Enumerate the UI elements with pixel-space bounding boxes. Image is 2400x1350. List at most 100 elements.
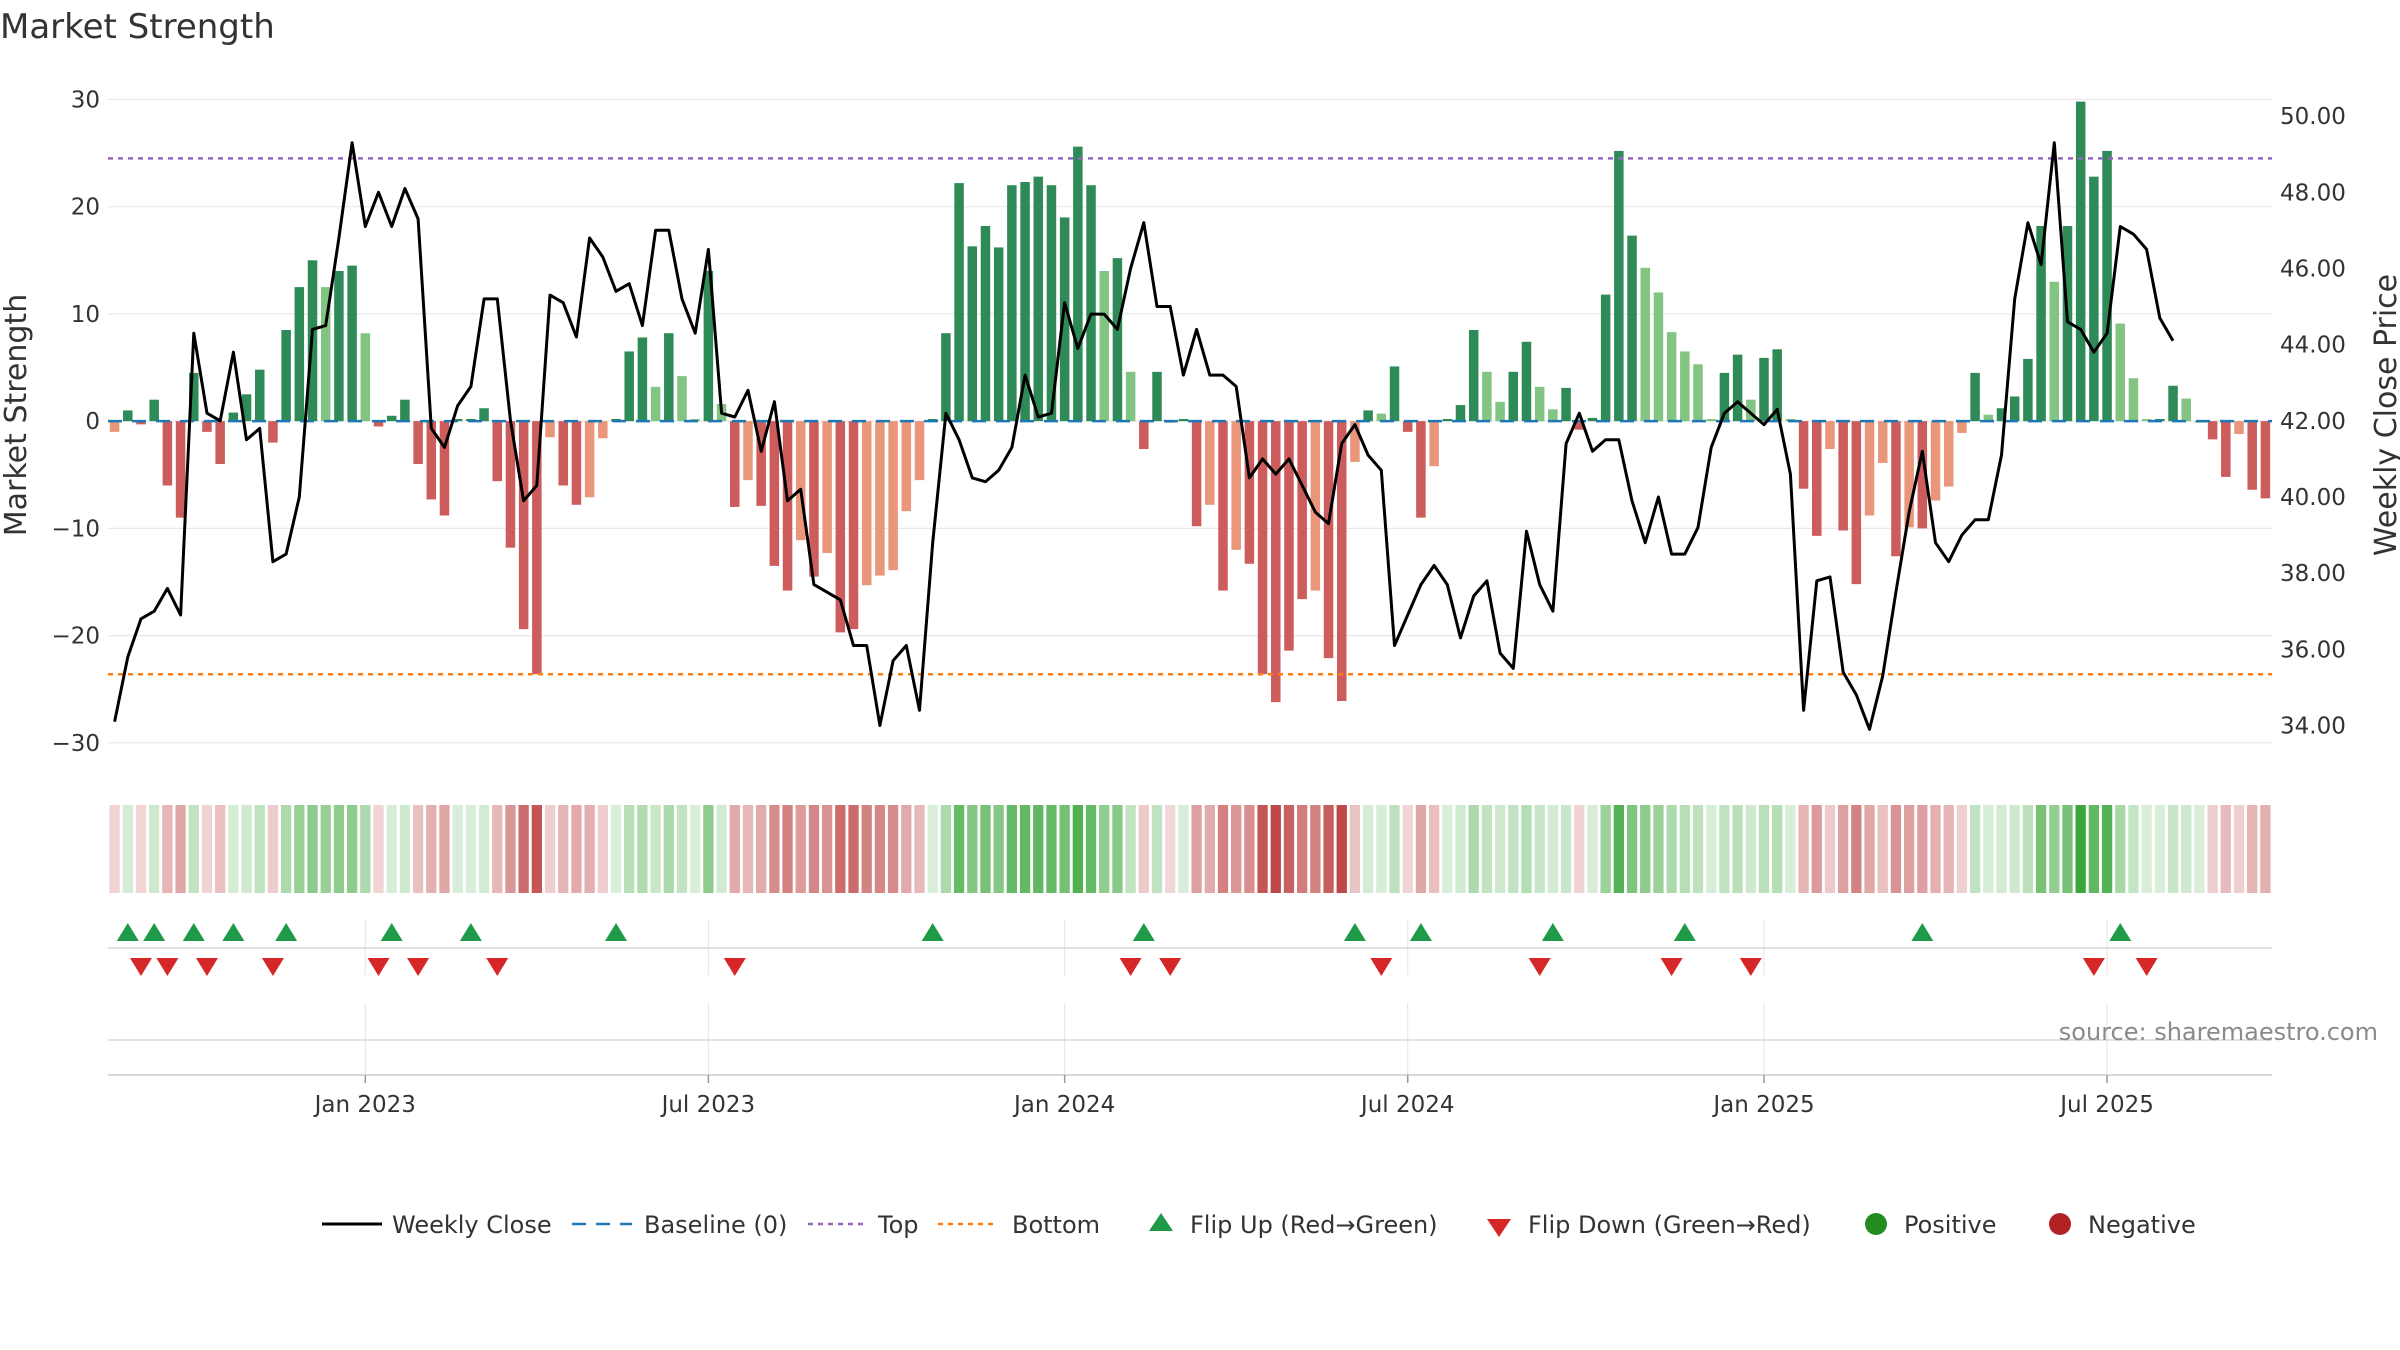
heat-cell [2181, 805, 2192, 893]
heat-cell [452, 805, 463, 893]
heat-cell [769, 805, 780, 893]
heat-cell [1019, 805, 1031, 893]
heat-cell [901, 805, 912, 893]
strength-bar [954, 183, 964, 422]
heat-cell [1930, 805, 1941, 893]
heat-cell [492, 805, 503, 893]
heat-cell [320, 805, 331, 893]
strength-bar [1812, 421, 1822, 536]
legend-label: Negative [2088, 1211, 2196, 1239]
strength-bar [1759, 357, 1769, 422]
flip-down-marker [367, 958, 390, 976]
strength-bar [1957, 421, 1967, 433]
strength-bar [2168, 385, 2178, 422]
flip-down-marker [1119, 958, 1142, 976]
heat-cell [1772, 805, 1783, 893]
strength-bar [1482, 371, 1492, 422]
heat-cell [1085, 805, 1097, 893]
strength-bar [1877, 421, 1888, 463]
right-tick-label: 38.00 [2280, 561, 2346, 587]
right-tick-label: 48.00 [2280, 180, 2346, 206]
heat-cell [1560, 805, 1572, 893]
heat-cell [505, 805, 516, 893]
legend: Weekly Close Baseline (0) Top Bottom Flip Up… [322, 1211, 2196, 1239]
heat-cell [2088, 805, 2100, 893]
reference-lines [108, 157, 2272, 676]
heat-cell [280, 805, 292, 893]
strength-bar [1033, 176, 1044, 422]
flip-down-marker [2082, 958, 2105, 976]
heat-cell [874, 805, 886, 893]
strength-bar [1983, 414, 1994, 422]
heat-cell [716, 805, 727, 893]
strength-bar [518, 421, 529, 630]
heat-cell [1679, 805, 1690, 893]
strength-bar [439, 421, 450, 516]
heat-cell [558, 805, 569, 893]
heat-cell [703, 805, 714, 893]
right-tick-label: 44.00 [2280, 333, 2346, 359]
flip-up-marker [380, 923, 403, 941]
heat-cell [2128, 805, 2139, 893]
heat-cell [188, 805, 199, 893]
strength-bar [162, 421, 173, 486]
source-credit: source: sharemaestro.com [2059, 1018, 2378, 1046]
legend-item: Weekly Close [322, 1211, 552, 1239]
strength-bar [241, 394, 252, 422]
heat-cell [1442, 805, 1453, 893]
heat-cell [1653, 805, 1664, 893]
heat-cell [412, 805, 424, 893]
strength-bar [1020, 182, 1030, 422]
triangle-up-icon [1149, 1213, 1173, 1231]
heat-cell [267, 805, 279, 893]
strength-bar [1930, 421, 1941, 501]
heat-cell [1890, 805, 1902, 893]
heat-cell [1336, 805, 1347, 893]
strength-bar [980, 225, 991, 422]
legend-label: Flip Up (Red→Green) [1190, 1211, 1438, 1239]
heat-cell [1072, 805, 1083, 893]
strength-bar [743, 421, 753, 481]
flip-up-marker [459, 923, 482, 941]
heat-cell [1059, 805, 1070, 893]
strength-bar [479, 408, 489, 422]
strength-bar [2221, 421, 2231, 477]
right-tick-label: 36.00 [2280, 637, 2346, 663]
legend-item: Bottom [938, 1211, 1100, 1239]
heat-cell [1165, 805, 1176, 893]
strength-bar [1825, 421, 1835, 450]
heat-cell [1600, 805, 1611, 893]
flip-down-marker [261, 958, 284, 976]
strength-bar [1680, 351, 1690, 422]
heat-cell [742, 805, 754, 893]
heat-cell [821, 805, 833, 893]
strength-bar [730, 421, 740, 507]
heat-cell [2075, 805, 2086, 893]
strength-bar [822, 421, 832, 554]
heat-cell [1758, 805, 1770, 893]
flip-up-marker [1409, 923, 1432, 941]
strength-bar [1627, 235, 1637, 422]
flip-up-marker [1343, 923, 1366, 941]
strength-bar [202, 421, 212, 432]
heat-cell [1204, 805, 1215, 893]
heat-cell [2260, 805, 2271, 893]
heat-cell [1099, 805, 1110, 893]
strength-bar [1746, 399, 1756, 422]
heat-cell [2101, 805, 2113, 893]
heat-cell [1151, 805, 1163, 893]
strength-bar [1640, 267, 1650, 422]
strength-bar [1125, 371, 1136, 422]
heat-cell [1798, 805, 1809, 893]
strength-bar [360, 333, 371, 422]
heat-cell [175, 805, 186, 893]
strength-bar [650, 386, 661, 422]
heat-cell [439, 805, 450, 893]
heat-cell [2167, 805, 2179, 893]
heat-cell [1547, 805, 1559, 893]
heat-cell [690, 805, 701, 893]
strength-bar [123, 410, 133, 422]
dot-icon [1865, 1213, 1887, 1235]
x-axis: Jan 2023 Jul 2023 Jan 2024 Jul 2024 Jan 2025… [108, 1074, 2272, 1118]
